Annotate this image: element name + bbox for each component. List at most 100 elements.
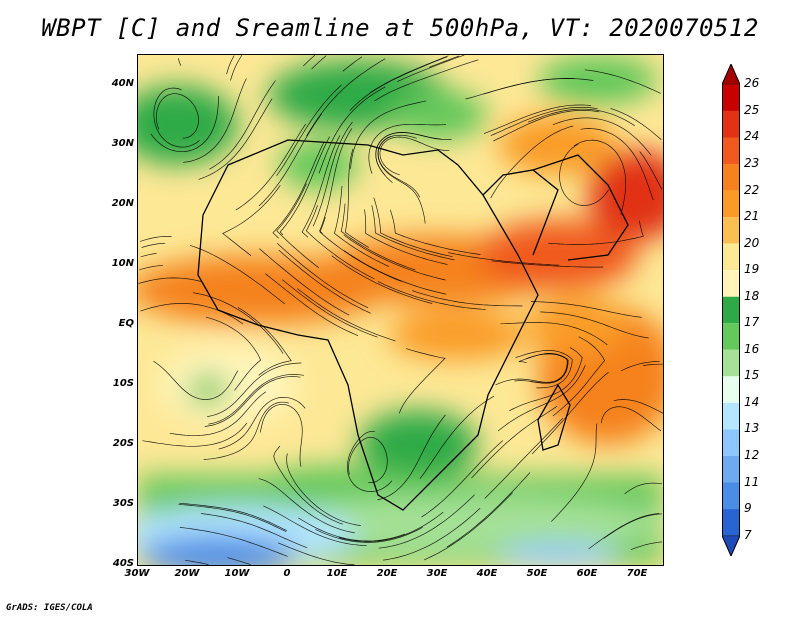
colorbar-label: 22 xyxy=(744,182,760,197)
colorbar-segment xyxy=(722,137,740,165)
streamline xyxy=(497,365,586,432)
lat-label-40n: 40N xyxy=(111,78,134,89)
colorbar-segment xyxy=(722,296,740,324)
streamline xyxy=(630,541,663,550)
streamline xyxy=(207,362,302,417)
lon-label-0: 0 xyxy=(283,568,291,579)
streamline xyxy=(279,136,330,236)
streamline xyxy=(204,376,301,427)
colorbar-label: 13 xyxy=(744,421,760,436)
streamline xyxy=(613,399,663,414)
streamline xyxy=(490,106,598,136)
colorbar-label: 14 xyxy=(744,394,760,409)
streamline xyxy=(209,80,276,170)
streamline xyxy=(273,445,343,525)
colorbar-segment xyxy=(722,509,740,536)
lon-label-20w: 20W xyxy=(174,568,200,579)
colorbar-label: 26 xyxy=(744,76,760,91)
streamline xyxy=(189,245,286,305)
streamline xyxy=(281,279,378,338)
streamline xyxy=(179,502,287,531)
streamlines xyxy=(138,55,663,565)
streamline xyxy=(368,123,446,174)
streamline xyxy=(342,56,363,72)
colorbar-segment xyxy=(722,110,740,138)
streamline xyxy=(298,517,405,542)
streamline xyxy=(235,123,306,211)
lat-label-20s: 20S xyxy=(112,438,134,449)
streamline xyxy=(642,363,663,367)
colorbar-segment xyxy=(722,376,740,403)
colorbar-bottom-triangle xyxy=(722,535,740,556)
lon-label-40e: 40E xyxy=(476,568,498,579)
streamline xyxy=(338,511,444,542)
streamline xyxy=(584,69,661,94)
colorbar-label: 16 xyxy=(744,341,760,356)
streamline xyxy=(297,288,396,342)
streamline xyxy=(306,58,386,137)
streamline xyxy=(603,513,662,539)
streamline xyxy=(169,391,267,437)
streamline xyxy=(368,55,449,94)
map-panel xyxy=(137,54,664,566)
streamline xyxy=(551,423,598,522)
streamline xyxy=(377,414,446,501)
lon-label-20e: 20E xyxy=(376,568,398,579)
streamline xyxy=(140,253,157,258)
streamline xyxy=(424,492,513,561)
streamline xyxy=(155,93,199,139)
streamline xyxy=(218,396,306,450)
colorbar-label: 7 xyxy=(744,527,752,542)
colorbar-label: 15 xyxy=(744,368,760,383)
streamline xyxy=(278,249,371,314)
streamline xyxy=(490,125,574,199)
streamline xyxy=(311,55,327,70)
streamline xyxy=(446,472,531,548)
streamline xyxy=(315,526,423,543)
streamline xyxy=(198,98,273,180)
streamline xyxy=(610,108,662,140)
streamline xyxy=(344,148,369,248)
streamline xyxy=(412,290,523,307)
streamline xyxy=(375,132,441,184)
streamline xyxy=(378,494,475,549)
colorbar-segment xyxy=(722,323,740,350)
lon-label-50e: 50E xyxy=(526,568,548,579)
streamline xyxy=(139,264,164,271)
streamline xyxy=(379,136,450,176)
colorbar-label: 11 xyxy=(744,474,760,489)
streamline xyxy=(141,242,166,248)
streamline xyxy=(138,277,202,284)
streamline xyxy=(531,372,609,455)
lon-label-60e: 60E xyxy=(576,568,598,579)
streamline xyxy=(259,403,303,467)
lat-label-40s: 40S xyxy=(112,558,134,569)
streamline xyxy=(230,55,243,81)
streamline xyxy=(319,128,353,234)
grads-credit: GrADS: IGES/COLA xyxy=(6,603,93,613)
colorbar-segment xyxy=(722,243,740,271)
colorbar-label: 19 xyxy=(744,262,760,277)
lon-label-30e: 30E xyxy=(426,568,448,579)
streamline xyxy=(371,205,455,261)
colorbar-segment xyxy=(722,482,740,510)
streamline xyxy=(580,128,654,201)
lat-label-10n: 10N xyxy=(111,258,134,269)
streamline xyxy=(205,316,262,391)
streamline xyxy=(201,513,308,549)
streamline xyxy=(552,117,652,156)
streamline xyxy=(421,440,504,518)
streamline xyxy=(530,301,642,318)
streamline xyxy=(515,350,573,389)
streamline xyxy=(377,134,421,198)
lon-label-70e: 70E xyxy=(626,568,648,579)
colorbar-segment xyxy=(722,190,740,218)
streamline xyxy=(573,139,627,215)
streamline xyxy=(150,95,220,153)
streamline xyxy=(588,513,660,550)
streamline xyxy=(527,108,635,127)
colorbar-segment xyxy=(722,217,740,244)
lon-label-30w: 30W xyxy=(124,568,150,579)
lat-label-30s: 30S xyxy=(112,498,134,509)
streamline xyxy=(348,436,388,483)
